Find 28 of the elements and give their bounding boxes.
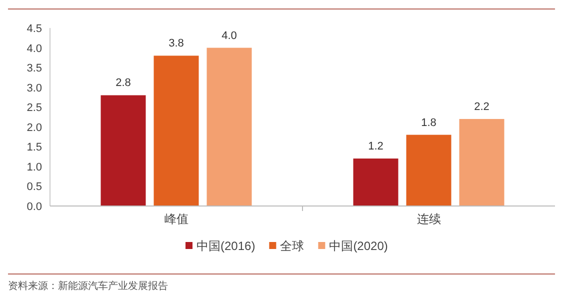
- text: 2.0: [26, 122, 42, 134]
- text: 2.5: [26, 102, 42, 114]
- text: 1.5: [26, 142, 42, 154]
- text: 4.5: [26, 23, 42, 35]
- data-label: 1.8: [421, 116, 436, 129]
- data-label: 4.0: [222, 30, 237, 42]
- data-label: 3.8: [168, 38, 184, 50]
- bar: [459, 118, 504, 206]
- bar: [406, 134, 452, 206]
- bar: [353, 158, 398, 206]
- bar: [206, 48, 252, 206]
- text: 3.0: [26, 82, 42, 94]
- text: 资料来源：新能源汽车产业发展报告: [8, 280, 168, 292]
- x-tick-label: 峰值: [164, 212, 188, 226]
- bar: [154, 56, 199, 206]
- legend-label: 全球: [280, 239, 304, 253]
- data-label: 1.2: [368, 140, 384, 153]
- legend-label: 中国(2020): [329, 239, 388, 253]
- x-tick-label: 连续: [416, 212, 441, 226]
- text: 3.5: [26, 62, 42, 75]
- data-label: 2.2: [474, 100, 490, 113]
- bar: [100, 95, 146, 206]
- text: 0.0: [26, 201, 42, 213]
- data-label: 2.8: [116, 77, 131, 90]
- legend-label: 中国(2016): [196, 239, 256, 253]
- text: 4.0: [26, 42, 42, 55]
- text: 0.5: [26, 181, 42, 194]
- text: 1.0: [26, 161, 42, 174]
